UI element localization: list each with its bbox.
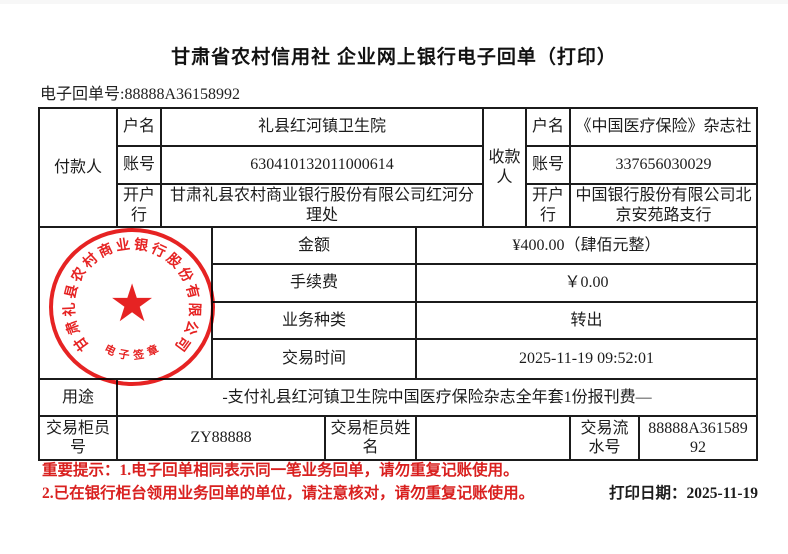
print-date-value: 2025-11-19 (686, 485, 758, 502)
payee-label: 收款人 (482, 106, 528, 229)
payee-bank-value: 中国银行股份有限公司北京安苑路支行 (569, 182, 759, 229)
teller-no-value: ZY88888 (116, 415, 326, 462)
payer-label: 付款人 (38, 106, 118, 229)
biz-type-label: 业务种类 (211, 301, 417, 341)
page-title: 甘肃省农村信用社 企业网上银行电子回单（打印） (171, 47, 617, 68)
fee-label: 手续费 (211, 263, 417, 304)
payer-bank-label: 开户行 (116, 182, 162, 229)
txn-time-label: 交易时间 (211, 338, 417, 381)
table-row: 金额 ¥400.00（肆佰元整） (38, 226, 759, 381)
serial-no-value: 88888A36158992 (648, 419, 748, 457)
table-row: 手续费 ￥0.00 (39, 263, 759, 304)
table-row: 交易时间 2025-11-19 09:52:01 (39, 338, 759, 381)
purpose-value: -支付礼县红河镇卫生院中国医疗保险杂志全年套1份报刊费— (115, 378, 759, 418)
table-row: 交易柜员号 ZY88888 交易柜员姓名 交易流水号 88888A3615899… (38, 415, 759, 462)
table-row: 业务种类 转出 (39, 301, 759, 341)
receipt-table: 付款人 户名 礼县红河镇卫生院 收款人 户名 《中国医疗保险》杂志社 账号 63… (38, 106, 759, 462)
payer-account-name-value: 礼县红河镇卫生院 (159, 107, 485, 147)
top-strip (0, 0, 788, 4)
payee-bank-label: 开户行 (525, 182, 572, 229)
seal-cell (38, 226, 213, 381)
payee-account-no-label: 账号 (525, 145, 572, 185)
biz-type-value: 转出 (414, 301, 759, 341)
payee-account-no-value: 337656030029 (569, 145, 759, 185)
payer-account-no-value: 630410132011000614 (159, 145, 485, 185)
important-notice-line1: 重要提示：1.电子回单相同表示同一笔业务回单，请勿重复记账使用。 (42, 462, 519, 479)
table-row: 账号 630410132011000614 账号 337656030029 (39, 145, 759, 185)
print-date-label: 打印日期： (609, 485, 687, 502)
print-date: 打印日期：2025-11-19 (609, 481, 758, 503)
table-row: 开户行 甘肃礼县农村商业银行股份有限公司红河分理处 开户行 中国银行股份有限公司… (39, 182, 759, 229)
receipt-number-value: 88888A36158992 (124, 86, 241, 103)
teller-name-label: 交易柜员姓名 (324, 415, 417, 462)
receipt-number-label: 电子回单号: (40, 86, 125, 103)
teller-name-value (414, 415, 572, 462)
table-row: 付款人 户名 礼县红河镇卫生院 收款人 户名 《中国医疗保险》杂志社 (38, 106, 759, 229)
amount-label: 金额 (211, 226, 417, 266)
purpose-label: 用途 (38, 378, 118, 418)
serial-no-label: 交易流水号 (569, 415, 641, 462)
payer-account-no-label: 账号 (116, 145, 162, 185)
payee-account-name-value: 《中国医疗保险》杂志社 (569, 107, 759, 147)
amount-value: ¥400.00（肆佰元整） (414, 226, 759, 266)
payee-account-name-label: 户名 (525, 107, 572, 147)
txn-time-value: 2025-11-19 09:52:01 (414, 338, 759, 381)
table-row: 用途 -支付礼县红河镇卫生院中国医疗保险杂志全年套1份报刊费— (38, 378, 759, 418)
payer-account-name-label: 户名 (116, 107, 162, 147)
teller-no-label: 交易柜员号 (38, 415, 118, 462)
footer-row: 2.已在银行柜台领用业务回单的单位，请注意核对，请勿重复记账使用。 打印日期：2… (42, 481, 758, 503)
receipt-number-line: 电子回单号:88888A36158992 (40, 80, 240, 104)
important-notice-line2: 2.已在银行柜台领用业务回单的单位，请注意核对，请勿重复记账使用。 (42, 485, 535, 502)
fee-value: ￥0.00 (414, 263, 759, 304)
payer-bank-value: 甘肃礼县农村商业银行股份有限公司红河分理处 (159, 182, 485, 229)
